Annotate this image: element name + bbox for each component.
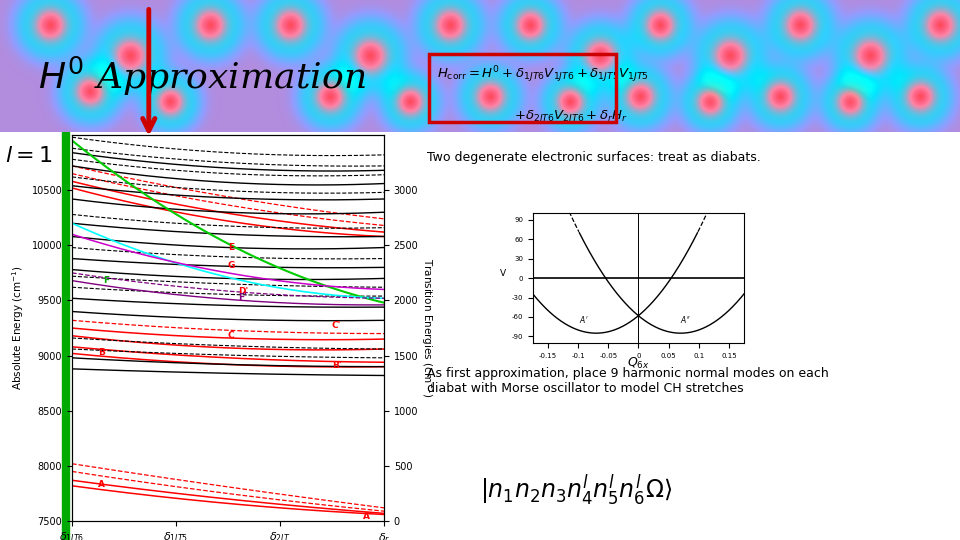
Text: A': A' [363,512,372,521]
Text: B': B' [332,361,342,370]
Text: As first approximation, place 9 harmonic normal modes on each
diabat with Morse : As first approximation, place 9 harmonic… [427,367,828,395]
Text: $H^0$ Approximation: $H^0$ Approximation [38,55,367,98]
Y-axis label: Absolute Energy (cm$^{-1}$): Absolute Energy (cm$^{-1}$) [11,266,26,390]
Y-axis label: Transition Energies (cm$^{-1}$): Transition Energies (cm$^{-1}$) [420,258,435,398]
Text: $H_{\mathrm{corr}} = H^{0} + \delta_{1JT6}V_{1JT6} + \delta_{1JT5}V_{1JT5}$: $H_{\mathrm{corr}} = H^{0} + \delta_{1JT… [437,65,649,85]
Bar [62,132,69,540]
Text: F': F' [238,293,248,302]
Text: E: E [228,243,234,252]
Text: A: A [98,480,105,489]
Text: C': C' [332,321,342,330]
Text: $l = 1$: $l = 1$ [5,145,53,166]
Text: $A'$: $A'$ [579,314,588,326]
Text: G: G [228,261,235,269]
Text: $|n_1 n_2 n_3 n_4^l n_5^l n_6^l \Omega\rangle$: $|n_1 n_2 n_3 n_4^l n_5^l n_6^l \Omega\r… [480,472,672,508]
Text: C: C [228,331,234,340]
Text: $A''$: $A''$ [680,314,691,326]
Text: D': D' [238,287,249,296]
Text: $+\delta_{2JT6}V_{2JT6} + \delta_{r}H_{r}$: $+\delta_{2JT6}V_{2JT6} + \delta_{r}H_{r… [514,108,628,125]
Y-axis label: V: V [500,269,506,278]
Text: B: B [98,348,105,357]
Text: F: F [104,276,109,285]
Text: $Q_{6x}$: $Q_{6x}$ [627,356,650,372]
Text: Two degenerate electronic surfaces: treat as diabats.: Two degenerate electronic surfaces: trea… [427,151,761,164]
